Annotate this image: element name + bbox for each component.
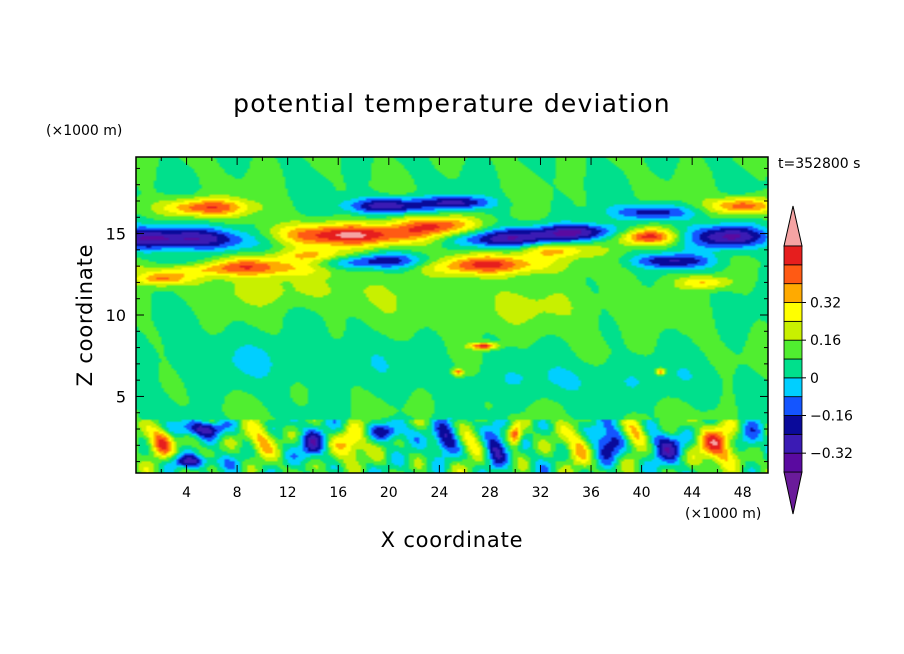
colorbar-tick-label: 0.16 xyxy=(810,333,841,349)
colorbar-over-arrow xyxy=(783,205,803,247)
colorbar-swatch xyxy=(783,433,803,454)
y-tick-label: 5 xyxy=(116,387,126,406)
x-tick-label: 48 xyxy=(734,485,752,501)
x-tick-label: 32 xyxy=(532,485,550,501)
colorbar-tick-label: 0 xyxy=(810,371,819,387)
chart-title: potential temperature deviation xyxy=(233,89,671,118)
colorbar-swatch xyxy=(783,377,803,398)
colorbar-swatch xyxy=(783,264,803,285)
x-axis-ticks: 4 8 12 16 20 24 28 32 36 40 44 48 xyxy=(160,157,752,501)
plot-area xyxy=(135,156,769,474)
x-axis-label: X coordinate xyxy=(381,528,524,552)
colorbar-swatch xyxy=(783,302,803,322)
x-unit-label: (×1000 m) xyxy=(685,506,761,522)
x-tick-label: 4 xyxy=(182,485,191,501)
x-tick-label: 36 xyxy=(582,485,600,501)
x-tick-label: 12 xyxy=(279,485,297,501)
y-axis-label: Z coordinate xyxy=(73,244,97,387)
colorbar-swatch xyxy=(783,283,803,303)
colorbar-swatch xyxy=(783,339,803,360)
x-tick-label: 44 xyxy=(683,485,701,501)
colorbar-swatch xyxy=(783,320,803,341)
colorbar-swatch xyxy=(783,245,803,266)
colorbar: −0.32 −0.16 0 0.16 0.32 xyxy=(783,205,853,515)
x-tick-label: 28 xyxy=(481,485,499,501)
colorbar-tick-label: −0.16 xyxy=(810,409,853,425)
colorbar-tick-label: −0.32 xyxy=(810,446,853,462)
colorbar-swatch xyxy=(783,358,803,379)
time-label: t=352800 s xyxy=(778,156,860,172)
colorbar-under-arrow xyxy=(783,471,803,515)
colorbar-tick-label: 0.32 xyxy=(810,296,841,312)
contour-field xyxy=(136,157,768,473)
x-tick-label: 40 xyxy=(633,485,651,501)
x-tick-label: 8 xyxy=(233,485,242,501)
colorbar-swatch xyxy=(783,452,803,473)
y-axis-ticks: 5 10 15 xyxy=(106,167,768,463)
y-tick-label: 10 xyxy=(106,306,126,325)
colorbar-swatch xyxy=(783,415,803,435)
x-tick-label: 24 xyxy=(430,485,448,501)
x-tick-label: 16 xyxy=(329,485,347,501)
y-tick-label: 15 xyxy=(106,225,126,244)
x-tick-label: 20 xyxy=(380,485,398,501)
y-unit-label: (×1000 m) xyxy=(46,123,122,139)
colorbar-swatch xyxy=(783,396,803,416)
